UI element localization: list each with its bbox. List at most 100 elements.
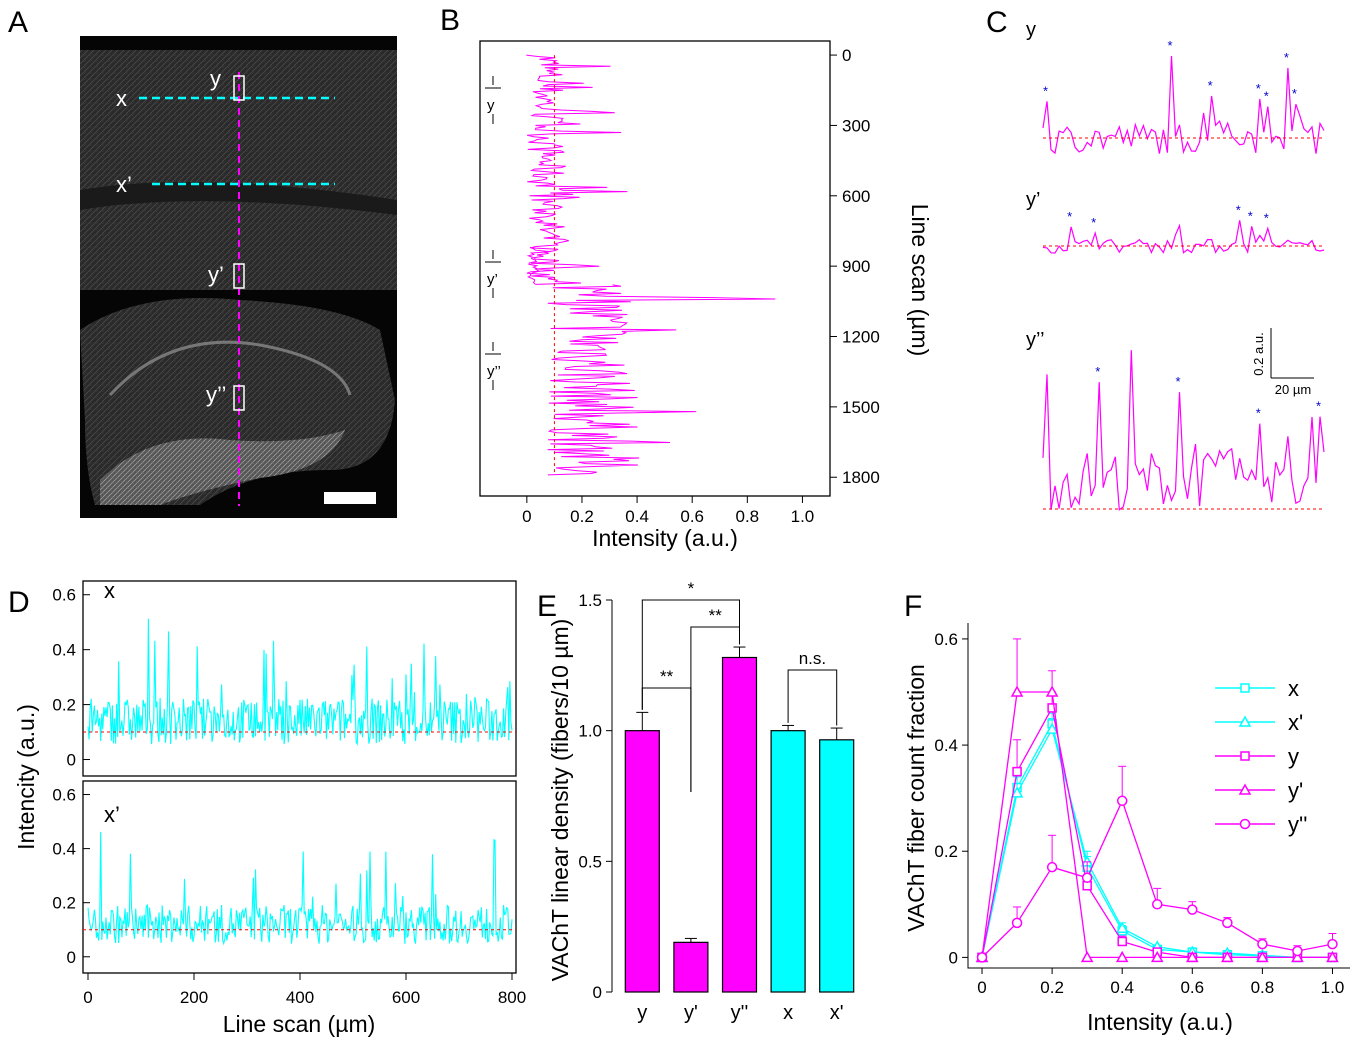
- panel-f-legend-label: y': [1288, 778, 1303, 803]
- panel-d-trace: [87, 618, 513, 746]
- panel-f-letter: F: [904, 590, 922, 623]
- panel-c-letter: C: [986, 6, 1008, 39]
- panel-f-marker: [1151, 899, 1163, 910]
- panel-c-peak-star: *: [1043, 83, 1048, 98]
- roi-y-prime-box: [233, 263, 245, 289]
- panel-f-series-line: [981, 727, 1333, 959]
- panel-f-legend-marker: [1238, 715, 1252, 727]
- panel-e-bar: [819, 739, 855, 993]
- panel-f-marker: [1187, 904, 1198, 915]
- label-y-prime: y’: [208, 262, 224, 287]
- panel-f-legend-marker: [1240, 683, 1250, 693]
- panel-b-trace-segment: [547, 284, 776, 476]
- panel-e-ytick-label: 0.5: [578, 852, 602, 871]
- panel-d-ytick-label: 0.2: [52, 696, 76, 715]
- panel-b-xtick-label: 0.8: [736, 507, 760, 526]
- panel-d-ytick-label: 0: [67, 751, 76, 770]
- panel-c-peak-star: *: [1264, 89, 1269, 104]
- panel-a-letter: A: [8, 6, 28, 39]
- panel-e-category-label: x': [830, 1002, 844, 1024]
- panel-f-marker: [1222, 917, 1233, 929]
- panel-f-xlabel: Intensity (a.u.): [1087, 1009, 1233, 1035]
- panel-c-trace: [1042, 350, 1325, 511]
- panel-b-marker-label: y’’: [487, 363, 501, 380]
- panel-e-chart: 00.51.01.5y y' y'' x x'*****n.s.: [578, 579, 855, 1024]
- panel-f-legend-marker: [1240, 751, 1250, 761]
- panel-d-trace: [87, 831, 513, 946]
- panel-b-axes: 0 0.2 0.4 0.6 0.8 1.0 0 300 600 900 1200 1500 1800: [522, 46, 880, 526]
- panel-f-marker: [1291, 950, 1304, 963]
- panel-f-legend-label: x: [1288, 676, 1299, 701]
- panel-f-marker: [976, 952, 988, 963]
- panel-b-ytick-label: 1200: [842, 328, 880, 347]
- panel-d-xlabel: Line scan (µm): [223, 1011, 376, 1037]
- panel-f-marker: [1117, 936, 1127, 947]
- panel-d-ylabel: Intencity (a.u.): [13, 704, 39, 850]
- panel-f: F 0 0.2 0.4 0.6 0 0.2 0.4 0.6 0.8 1.0 Intensity (…: [903, 590, 1350, 1035]
- panel-b: B 0 0.2 0.4 0.6 0.8 1.0 0 300 600 900 1200 1500 1800…: [440, 4, 933, 551]
- panel-f-marker: [1010, 685, 1024, 697]
- panel-f-marker: [1045, 685, 1059, 697]
- panel-b-ytick-label: 1500: [842, 398, 880, 417]
- panel-f-marker: [1221, 950, 1234, 963]
- panel-e-ytick-label: 1.5: [578, 591, 602, 610]
- panel-f-xtick-label: 0: [977, 978, 986, 997]
- panel-c-peak-star: *: [1236, 202, 1241, 217]
- panel-e-significance-label: **: [709, 606, 723, 625]
- panel-d-traces: [83, 618, 516, 946]
- panel-b-frame: [479, 40, 831, 497]
- panel-d-ytick-label: 0.6: [52, 786, 76, 805]
- panel-e-category-label: y'': [731, 1002, 749, 1024]
- panel-f-legend-label: y'': [1288, 812, 1307, 837]
- panel-f-marker: [1150, 950, 1164, 963]
- panel-d-letter: D: [8, 586, 30, 619]
- panel-f-marker: [1327, 938, 1338, 950]
- panel-d-xtick-label: 400: [286, 988, 314, 1007]
- panel-f-marker: [1081, 872, 1093, 884]
- panel-b-ytick-label: 300: [842, 116, 870, 135]
- panel-f-marker: [1045, 722, 1059, 734]
- panel-f-series-line: [981, 706, 1333, 959]
- panel-c: C y y’ y’’ *** ***** ** * **** * 0.2 a.u. 20 …: [986, 6, 1325, 511]
- panel-f-ytick-label: 0.2: [934, 842, 958, 861]
- scale-bar-y-label: 0.2 a.u.: [1251, 332, 1266, 375]
- panel-d-axes: 0 0.2 0.4 0.6 0 0.2 0.4 0.6 0 200 400 600 800: [52, 586, 526, 1007]
- panel-b-letter: B: [440, 4, 460, 37]
- panel-f-marker: [1186, 950, 1199, 963]
- panel-f-marker: [1115, 950, 1129, 963]
- panel-e-significance-bracket: [787, 669, 838, 726]
- roi-y-double-prime-box: [233, 385, 245, 411]
- panel-f-legend-label: x': [1288, 710, 1303, 735]
- label-x-prime: x’: [116, 172, 132, 197]
- panel-c-trace: [1042, 220, 1325, 254]
- panel-e-category-label: x: [783, 1002, 793, 1024]
- panel-f-legend: x x' y y' y'': [1215, 676, 1307, 837]
- panel-c-peak-star: *: [1095, 364, 1100, 379]
- panel-c-peak-star: *: [1256, 406, 1261, 421]
- panel-a: A y x x’ y’ y’’: [8, 6, 397, 518]
- panel-d-ytick-label: 0.6: [52, 586, 76, 605]
- panel-c-peak-star: *: [1256, 81, 1261, 96]
- panel-b-xtick-label: 1.0: [791, 507, 815, 526]
- panel-f-xtick-label: 0.2: [1040, 978, 1064, 997]
- panel-c-peak-star: *: [1091, 215, 1096, 230]
- panel-f-xtick-label: 0.6: [1180, 978, 1204, 997]
- panel-d-xtick-label: 200: [180, 988, 208, 1007]
- panel-f-marker: [1257, 938, 1268, 950]
- panel-f-marker: [1046, 861, 1058, 873]
- panel-b-xtick-label: 0.2: [570, 507, 594, 526]
- label-y-double-prime: y’’: [206, 382, 226, 407]
- roi-y-box: [233, 75, 245, 101]
- panel-b-ytick-label: 900: [842, 257, 870, 276]
- panel-e-bar: [624, 730, 660, 993]
- panel-e-bar: [673, 941, 709, 993]
- panel-f-marker: [1010, 786, 1024, 798]
- panel-c-trace-label-y: y: [1026, 19, 1036, 41]
- panel-c-peak-star: *: [1167, 38, 1172, 53]
- panel-c-peak-star: *: [1067, 209, 1072, 224]
- panel-f-ytick-label: 0.4: [934, 736, 958, 755]
- panel-d-ytick-label: 0.4: [52, 641, 76, 660]
- panel-f-marker: [1047, 703, 1057, 713]
- panel-b-xtick-label: 0: [522, 507, 531, 526]
